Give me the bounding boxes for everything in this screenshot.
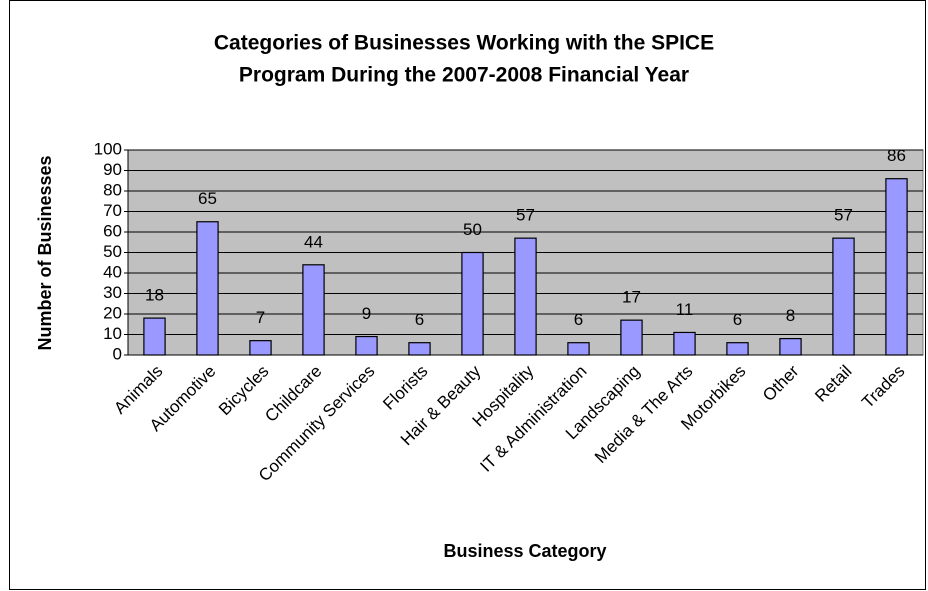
y-tick-label: 20: [103, 303, 122, 322]
bar: [461, 251, 484, 356]
bar: [196, 221, 219, 356]
data-label: 57: [834, 206, 853, 225]
bar: [249, 340, 272, 356]
chart-title: Categories of Businesses Working with th…: [214, 32, 714, 55]
bar: [302, 264, 325, 356]
bar: [514, 237, 537, 356]
bar: [832, 237, 855, 356]
y-tick-label: 70: [103, 201, 122, 220]
data-label: 50: [463, 220, 482, 239]
data-label: 17: [622, 288, 641, 307]
y-axis-title: Number of Businesses: [35, 155, 55, 350]
y-tick-label: 60: [103, 221, 122, 240]
y-tick-label: 50: [103, 242, 122, 261]
y-tick-label: 30: [103, 283, 122, 302]
data-label: 86: [887, 146, 906, 165]
y-tick-label: 90: [103, 160, 122, 179]
data-label: 18: [145, 286, 164, 305]
y-tick-label: 80: [103, 180, 122, 199]
data-label: 57: [516, 206, 535, 225]
bar: [885, 178, 908, 356]
bar: [620, 319, 643, 356]
x-axis-title: Business Category: [443, 541, 606, 561]
data-label: 11: [676, 300, 694, 319]
data-label: 6: [574, 310, 583, 329]
data-label: 7: [256, 308, 265, 327]
bar: [726, 342, 749, 356]
data-label: 65: [198, 189, 217, 208]
y-tick-label: 100: [94, 139, 122, 158]
data-label: 6: [415, 310, 424, 329]
bar: [408, 342, 431, 356]
bar: [779, 338, 802, 356]
data-label: 8: [786, 306, 795, 325]
data-label: 6: [733, 310, 742, 329]
y-tick-label: 40: [103, 262, 122, 281]
bar: [567, 342, 590, 356]
bar: [355, 335, 378, 356]
data-label: 9: [362, 304, 371, 323]
bar: [143, 317, 166, 356]
bar: [673, 331, 696, 356]
y-tick-label: 10: [103, 324, 122, 343]
chart-title: Program During the 2007-2008 Financial Y…: [239, 64, 689, 87]
y-tick-label: 0: [113, 344, 122, 363]
data-label: 44: [304, 232, 323, 251]
